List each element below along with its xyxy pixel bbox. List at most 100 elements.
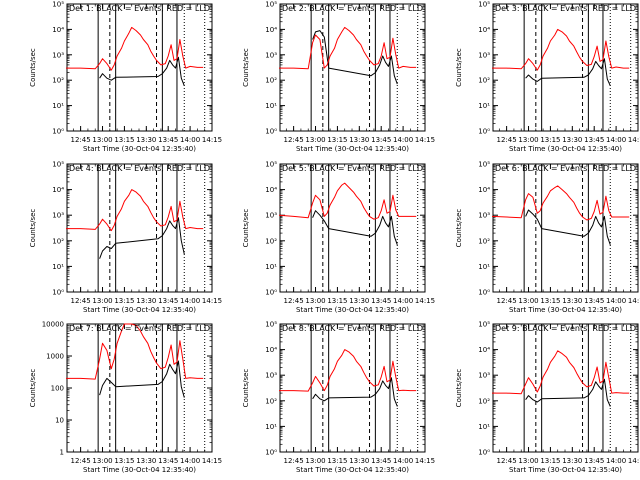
- x-tick-label: 13:00: [518, 136, 538, 144]
- x-tick-label: 13:30: [136, 136, 156, 144]
- x-tick-label: 13:45: [158, 457, 178, 465]
- x-tick-label: 14:15: [202, 136, 222, 144]
- y-tick-label: 10⁵: [478, 321, 490, 329]
- y-axis-title: Counts/sec: [455, 48, 463, 87]
- x-tick-label: 14:15: [202, 457, 222, 465]
- x-tick-label: 13:30: [136, 297, 156, 305]
- x-tick-label: 13:15: [327, 297, 347, 305]
- series-line-events: [525, 58, 611, 87]
- y-axis-title: Counts/sec: [455, 369, 463, 408]
- x-tick-label: 13:00: [518, 457, 538, 465]
- plot-frame: [279, 163, 426, 293]
- plot-frame: [492, 3, 639, 132]
- y-tick-label: 10¹: [478, 263, 490, 271]
- chart-panel: 10⁰ 10¹ 10² 10³ 10⁴ 10⁵ 12:45 13:00 13:15 13:30 13…: [242, 161, 435, 315]
- series-line-lld: [66, 26, 204, 71]
- x-tick-label: 13:00: [92, 457, 112, 465]
- x-tick-label: 13:30: [562, 297, 582, 305]
- plot-frame: [492, 323, 639, 453]
- y-tick-label: 10⁵: [265, 321, 277, 329]
- y-tick-label: 100: [51, 385, 64, 393]
- x-tick-label: 13:30: [136, 457, 156, 465]
- x-tick-label: 13:30: [562, 457, 582, 465]
- series-line-lld: [278, 182, 417, 220]
- y-tick-label: 10⁰: [478, 128, 490, 136]
- plot-frame: [66, 323, 213, 453]
- x-tick-label: 13:15: [114, 297, 134, 305]
- y-tick-label: 10⁰: [52, 128, 64, 136]
- y-tick-label: 10¹: [265, 102, 277, 110]
- y-tick-label: 10⁴: [52, 186, 64, 194]
- series-line-events: [312, 377, 398, 407]
- x-tick-label: 12:45: [71, 136, 91, 144]
- chart-panel: 10⁰ 10¹ 10² 10³ 10⁴ 10⁵ 12:45 13:00 13:15 13:30 13…: [29, 1, 222, 154]
- x-tick-label: 13:45: [158, 136, 178, 144]
- x-tick-label: 14:00: [606, 136, 626, 144]
- y-tick-label: 10: [55, 417, 64, 425]
- x-tick-label: 13:15: [114, 136, 134, 144]
- x-tick-label: 13:45: [158, 297, 178, 305]
- y-tick-label: 10²: [265, 237, 277, 245]
- x-tick-label: 13:00: [305, 136, 325, 144]
- series-line-lld: [279, 26, 417, 70]
- y-tick-label: 10³: [478, 51, 490, 59]
- x-tick-label: 13:15: [540, 136, 560, 144]
- x-tick-label: 14:15: [415, 457, 435, 465]
- chart-panel: 10⁰ 10¹ 10² 10³ 10⁴ 10⁵ 12:45 13:00 13:15 13:30 13…: [455, 1, 640, 154]
- x-axis-title: Start Time (30-Oct-04 12:35:40): [509, 145, 622, 153]
- y-tick-label: 10¹: [265, 423, 277, 431]
- x-tick-label: 13:30: [349, 457, 369, 465]
- y-tick-label: 10³: [478, 372, 490, 380]
- x-tick-label: 13:15: [540, 457, 560, 465]
- y-tick-label: 10⁴: [52, 26, 64, 34]
- x-tick-label: 12:45: [71, 297, 91, 305]
- plot-frame: [492, 163, 639, 293]
- plot-frame: [279, 323, 426, 453]
- y-tick-label: 10⁴: [265, 186, 277, 194]
- y-tick-label: 10²: [265, 77, 277, 85]
- plot-frame: [66, 3, 213, 132]
- series-line-lld: [492, 28, 630, 71]
- series-line-events: [99, 360, 185, 398]
- chart-title: Det 7: BLACK = Events, RED = LLD: [69, 324, 210, 333]
- x-tick-label: 14:00: [606, 457, 626, 465]
- series-line-lld: [66, 323, 204, 380]
- x-axis-title: Start Time (30-Oct-04 12:35:40): [83, 466, 196, 474]
- y-tick-label: 10⁰: [478, 289, 490, 297]
- y-tick-label: 10¹: [52, 263, 64, 271]
- x-tick-label: 12:45: [497, 457, 517, 465]
- y-tick-label: 10¹: [265, 263, 277, 271]
- series-line-lld: [491, 185, 630, 221]
- x-axis-title: Start Time (30-Oct-04 12:35:40): [296, 306, 409, 314]
- x-axis-title: Start Time (30-Oct-04 12:35:40): [83, 306, 196, 314]
- y-tick-label: 10⁵: [52, 1, 64, 9]
- y-tick-label: 10⁰: [265, 289, 277, 297]
- y-tick-label: 10⁵: [265, 1, 277, 9]
- y-tick-label: 10⁴: [478, 26, 490, 34]
- x-tick-label: 13:45: [371, 457, 391, 465]
- chart-title: Det 4: BLACK = Events, RED = LLD: [69, 164, 210, 173]
- x-tick-label: 12:45: [284, 457, 304, 465]
- y-tick-label: 10¹: [478, 423, 490, 431]
- y-tick-label: 10³: [265, 372, 277, 380]
- chart-panel: 10⁰ 10¹ 10² 10³ 10⁴ 10⁵ 12:45 13:00 13:15 13:30 13…: [242, 321, 435, 475]
- y-tick-label: 10²: [478, 237, 490, 245]
- x-tick-label: 14:15: [628, 297, 640, 305]
- series-line-events: [525, 378, 611, 407]
- x-tick-label: 13:45: [371, 136, 391, 144]
- series-line-events: [99, 217, 185, 259]
- y-tick-label: 10⁰: [265, 449, 277, 457]
- chart-panel: 10⁰ 10¹ 10² 10³ 10⁴ 10⁵ 12:45 13:00 13:15 13:30 13…: [29, 161, 222, 315]
- x-tick-label: 13:15: [327, 457, 347, 465]
- y-tick-label: 10¹: [478, 102, 490, 110]
- y-tick-label: 10³: [52, 51, 64, 59]
- chart-title: Det 8: BLACK = Events, RED = LLD: [282, 324, 423, 333]
- series-line-events: [312, 30, 398, 85]
- y-tick-label: 1: [60, 449, 64, 457]
- x-tick-label: 12:45: [497, 297, 517, 305]
- y-axis-title: Counts/sec: [29, 369, 37, 408]
- series-line-events: [525, 209, 611, 245]
- x-axis-title: Start Time (30-Oct-04 12:35:40): [296, 145, 409, 153]
- x-tick-label: 14:00: [180, 136, 200, 144]
